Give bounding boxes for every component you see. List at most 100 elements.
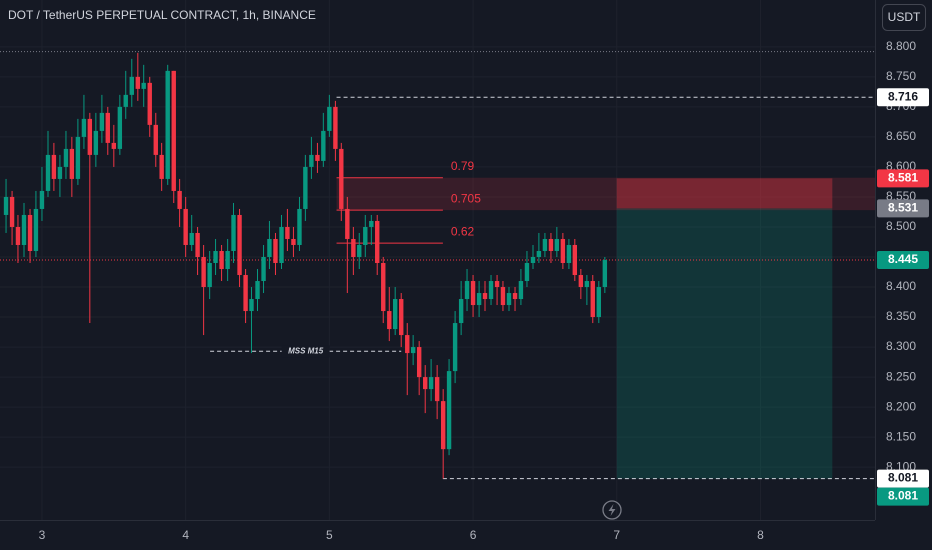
- y-tick-label: 8.200: [886, 399, 916, 413]
- price-label-bg: [877, 199, 929, 218]
- candle-body: [494, 281, 500, 288]
- candle-body: [363, 226, 368, 245]
- candle-body: [291, 238, 296, 245]
- candle-body: [434, 377, 440, 402]
- price-label: 8.081: [888, 489, 918, 503]
- price-label: 8.445: [888, 252, 918, 266]
- icon-circle[interactable]: [602, 500, 622, 520]
- replay-icon[interactable]: [602, 500, 622, 520]
- fib-label: 0.62: [451, 224, 475, 238]
- candle-body: [201, 256, 206, 288]
- candle-body: [333, 106, 338, 149]
- candle-body: [518, 281, 524, 300]
- candle-body: [375, 220, 380, 264]
- currency-button[interactable]: [882, 4, 926, 31]
- candle-body: [171, 70, 176, 191]
- candle-body: [410, 347, 416, 354]
- candle-body: [237, 214, 242, 276]
- candle-body: [207, 263, 212, 288]
- candle-body: [51, 154, 57, 179]
- currency-label[interactable]: USDT: [888, 10, 921, 24]
- candle-body: [327, 106, 332, 131]
- candle-body: [183, 208, 188, 245]
- candle-body: [345, 208, 350, 239]
- candle-body: [57, 166, 63, 179]
- y-tick-label: 8.350: [886, 309, 916, 323]
- candle-body: [261, 256, 266, 282]
- x-tick-label: 8: [757, 528, 764, 542]
- candle-body: [45, 154, 51, 191]
- icon-bolt[interactable]: [608, 504, 616, 516]
- candle-body: [399, 299, 404, 336]
- x-tick-label: 6: [470, 528, 477, 542]
- candle-body: [285, 226, 290, 239]
- y-tick-label: 8.250: [886, 369, 916, 383]
- x-tick-label: 5: [326, 528, 333, 542]
- y-tick-label: 8.400: [886, 279, 916, 293]
- candle-body: [405, 335, 410, 354]
- candle-body: [123, 94, 128, 107]
- candle-body: [3, 196, 9, 215]
- candle-body: [458, 299, 464, 324]
- fib-label: 0.705: [451, 191, 481, 205]
- candle-body: [111, 142, 117, 149]
- candle-body: [135, 76, 141, 89]
- candle-body: [33, 208, 39, 251]
- candle-body: [129, 76, 134, 95]
- price-label: 8.716: [888, 89, 918, 103]
- candle-body: [153, 124, 158, 155]
- candle-body: [39, 190, 45, 209]
- price-label-bg: [877, 469, 929, 488]
- mss-label-bg: [281, 345, 330, 358]
- price-label: 8.581: [888, 171, 918, 185]
- candle-body: [548, 238, 554, 251]
- candle-body: [225, 250, 230, 270]
- candle-body: [351, 238, 356, 257]
- candle-body: [99, 112, 105, 131]
- y-tick-label: 8.500: [886, 219, 916, 233]
- candle-body: [321, 130, 326, 161]
- candle-body: [590, 281, 595, 318]
- candle-body: [524, 263, 530, 282]
- y-tick-label: 8.750: [886, 69, 916, 83]
- candle-body: [584, 281, 590, 288]
- x-tick-label: 3: [39, 528, 46, 542]
- price-label-bg: [877, 169, 929, 188]
- candle-body: [446, 371, 452, 450]
- candle-body: [219, 250, 224, 270]
- candle-body: [177, 190, 182, 209]
- mss-label: MSS M15: [288, 346, 324, 355]
- y-tick-label: 8.150: [886, 429, 916, 443]
- price-label-bg: [877, 487, 929, 506]
- candle-body: [117, 106, 123, 149]
- candle-body: [255, 281, 260, 300]
- candle-body: [315, 154, 320, 161]
- candle-body: [27, 214, 33, 251]
- y-tick-label: 8.800: [886, 39, 916, 53]
- candle-body: [9, 196, 15, 227]
- candle-body: [243, 275, 248, 312]
- candle-body: [387, 311, 392, 330]
- candle-body: [423, 377, 428, 390]
- candle-body: [69, 148, 75, 179]
- candle-body: [369, 220, 374, 227]
- candle-body: [464, 281, 470, 300]
- candle-body: [231, 214, 236, 251]
- candle-body: [87, 118, 93, 155]
- candle-body: [452, 323, 458, 372]
- candle-body: [105, 112, 110, 143]
- candle-body: [273, 238, 278, 264]
- candle-body: [566, 244, 572, 264]
- candle-body: [357, 244, 362, 257]
- price-label-bg: [877, 88, 929, 107]
- candle-body: [141, 82, 146, 89]
- x-tick-label: 7: [613, 528, 620, 542]
- candle-body: [249, 299, 254, 312]
- candle-body: [381, 263, 386, 312]
- candle-body: [339, 148, 344, 209]
- candle-body: [578, 275, 584, 288]
- candle-body: [195, 232, 200, 257]
- candle-body: [554, 238, 560, 251]
